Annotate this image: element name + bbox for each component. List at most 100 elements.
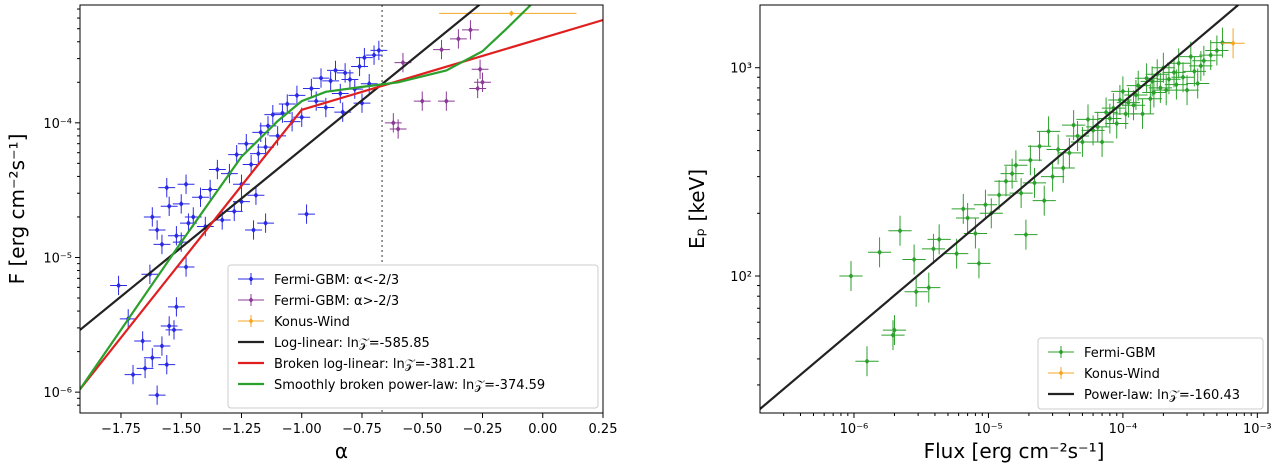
data-point [355, 47, 373, 68]
data-marker [480, 79, 485, 86]
x-axis: −1.75 −1.50 −1.25 −1.00 −0.75 −0.50 −0.25 0.00 0… [101, 413, 617, 437]
x-tick-label: −0.25 [463, 422, 503, 437]
legend-label: Power-law: ln𝒵=-160.43 [1084, 388, 1240, 403]
data-point [1130, 98, 1155, 129]
x-tick-label: 10⁻⁴ [1109, 422, 1138, 437]
data-point [247, 185, 265, 205]
data-marker [304, 211, 309, 218]
data-marker [983, 201, 988, 208]
data-marker [183, 263, 189, 270]
data-marker [154, 227, 160, 234]
data-point [462, 20, 479, 40]
data-point [167, 297, 185, 317]
data-marker [1018, 190, 1024, 197]
data-marker [1149, 78, 1155, 85]
legend-item-gbm-low: Fermi-GBM: α<-2/3 [238, 273, 399, 288]
data-marker [376, 47, 382, 54]
data-marker [1163, 87, 1169, 94]
series-gbm-low [839, 27, 1235, 377]
data-marker [1066, 149, 1072, 156]
data-marker [1126, 99, 1131, 106]
data-point [312, 68, 330, 88]
data-marker [253, 192, 259, 199]
data-marker [1055, 146, 1061, 153]
data-point [1199, 40, 1223, 71]
data-point [124, 364, 142, 385]
data-marker [207, 186, 213, 193]
data-marker [1032, 179, 1037, 186]
data-point [172, 194, 190, 214]
data-marker [231, 208, 237, 215]
data-point [160, 316, 178, 336]
data-marker [270, 111, 276, 118]
data-marker [342, 69, 348, 76]
data-point [1086, 111, 1110, 142]
legend-label: Fermi-GBM: α<-2/3 [274, 273, 399, 288]
data-marker [1013, 162, 1019, 169]
data-marker [1201, 57, 1207, 64]
series-gbm-high [384, 20, 491, 139]
data-marker [1180, 74, 1186, 81]
data-point [955, 202, 980, 233]
data-point [264, 104, 282, 125]
data-marker [1114, 120, 1120, 127]
data-marker [159, 241, 165, 248]
data-marker [954, 250, 960, 257]
plot-area [80, 5, 603, 413]
y-axis-label: F [erg cm⁻²s⁻¹] [5, 134, 29, 285]
data-marker [468, 26, 473, 33]
data-point [1036, 116, 1061, 147]
data-point [298, 204, 315, 224]
data-marker [1195, 80, 1201, 87]
data-point [288, 85, 306, 106]
data-point [951, 193, 975, 224]
x-axis: 10⁻⁶ 10⁻⁵ 10⁻⁴ 10⁻³ [783, 413, 1272, 437]
data-marker [1120, 88, 1126, 95]
data-marker [1191, 68, 1197, 75]
legend-marker [248, 318, 254, 324]
data-marker [390, 119, 396, 126]
legend-item-konus: Konus-Wind [238, 315, 350, 330]
data-point [153, 336, 171, 356]
data-point [1027, 131, 1052, 162]
x-axis-label: α [335, 439, 348, 463]
y-axis-label: Eₚ [keV] [685, 169, 709, 249]
data-marker [1060, 165, 1066, 172]
data-marker [1171, 69, 1177, 76]
y-tick-label: 10⁻⁴ [43, 117, 72, 132]
data-point [902, 244, 926, 275]
data-marker [897, 227, 903, 234]
data-marker [877, 249, 882, 256]
axes-frame [759, 4, 1269, 414]
data-point [1148, 72, 1172, 103]
data-marker [171, 326, 177, 333]
data-point [1192, 45, 1216, 76]
data-point [341, 69, 359, 90]
data-point [1051, 153, 1075, 183]
data-marker [400, 59, 406, 66]
legend-marker [1058, 370, 1064, 376]
series-model-c [80, 5, 532, 390]
data-marker [308, 85, 314, 92]
data-marker [166, 322, 172, 329]
x-tick-label: −1.75 [101, 422, 141, 437]
series-konus [760, 5, 1239, 410]
legend-marker [248, 297, 254, 303]
data-marker [1144, 75, 1149, 82]
data-point [433, 39, 450, 60]
data-point [158, 354, 176, 375]
data-marker [251, 227, 256, 234]
data-point [1164, 69, 1189, 100]
data-marker [214, 166, 220, 173]
data-marker [130, 371, 136, 378]
series-konus [439, 10, 577, 17]
data-marker [1099, 138, 1105, 145]
data-point [317, 97, 335, 118]
data-marker [164, 184, 170, 191]
y-tick-label: 10⁻⁶ [43, 386, 72, 401]
data-marker [219, 216, 225, 223]
data-marker [190, 213, 196, 220]
data-marker [154, 392, 160, 399]
data-marker [1046, 128, 1051, 135]
